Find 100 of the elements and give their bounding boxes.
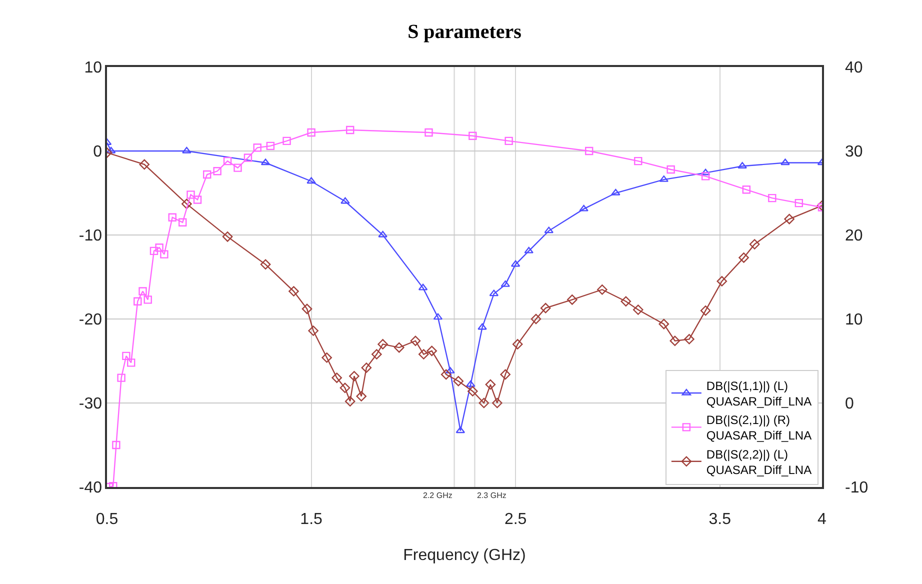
point <box>307 128 316 137</box>
point <box>234 164 242 172</box>
point <box>489 290 499 296</box>
point <box>203 170 212 179</box>
y2-tick-label: 0 <box>845 396 854 413</box>
point <box>306 177 316 184</box>
point <box>468 386 478 396</box>
point <box>468 132 477 140</box>
point <box>139 159 150 170</box>
point <box>378 230 388 238</box>
point <box>222 232 233 242</box>
legend-label: DB(|S(1,1)|) (L) QUASAR_Diff_LNA <box>706 378 812 408</box>
point <box>160 250 168 258</box>
point <box>485 379 496 390</box>
point <box>453 376 464 386</box>
point <box>659 175 669 182</box>
point <box>410 336 421 346</box>
point <box>213 167 222 176</box>
point <box>424 128 433 137</box>
point <box>394 342 404 353</box>
point <box>466 380 476 387</box>
point <box>344 396 356 406</box>
point <box>716 276 728 286</box>
point <box>530 314 542 324</box>
point <box>500 369 511 380</box>
ref-line-label: 2.2 GHz <box>423 491 452 500</box>
x-axis-title: Frequency (GHz) <box>403 547 526 564</box>
y-tick-label: 0 <box>93 144 102 161</box>
point <box>372 349 382 360</box>
y-tick-label: -20 <box>78 312 102 329</box>
point <box>632 304 644 315</box>
point <box>193 196 202 204</box>
point <box>478 323 487 330</box>
point <box>433 313 443 320</box>
y2-tick-label: 40 <box>845 60 863 77</box>
point <box>418 284 428 290</box>
point <box>127 358 136 367</box>
x-tick-label: 4 <box>818 510 827 528</box>
point <box>288 286 299 296</box>
point <box>418 349 429 360</box>
point <box>567 294 578 305</box>
point <box>144 296 152 304</box>
point <box>658 318 670 330</box>
point <box>138 287 147 296</box>
x-tick-label: 3.5 <box>708 510 732 528</box>
point <box>322 352 332 363</box>
point <box>426 346 437 356</box>
point <box>253 144 262 152</box>
point <box>150 246 158 256</box>
point <box>107 146 116 154</box>
point <box>332 372 342 383</box>
point <box>134 297 142 306</box>
point <box>700 168 710 176</box>
point <box>504 136 513 146</box>
point <box>666 165 675 174</box>
point <box>579 204 588 212</box>
point <box>302 304 312 314</box>
point <box>178 218 187 226</box>
point <box>260 158 270 166</box>
point <box>768 194 776 202</box>
legend-label: DB(|S(2,1)|) (R) QUASAR_Diff_LNA <box>706 413 812 443</box>
y-tick-label: -40 <box>78 480 102 497</box>
chart-title: S parameters <box>408 21 522 43</box>
legend-label: DB(|S(2,2)|) (L) QUASAR_Diff_LNA <box>706 447 812 477</box>
point <box>223 156 232 166</box>
point <box>440 369 452 380</box>
point <box>446 366 455 374</box>
point <box>378 339 388 350</box>
point <box>456 426 466 434</box>
y-tick-label: -30 <box>78 396 102 413</box>
point <box>340 382 350 394</box>
point <box>544 226 554 234</box>
point <box>356 391 366 402</box>
point <box>260 259 271 270</box>
y2-tick-label: 30 <box>845 144 863 161</box>
point <box>634 156 642 166</box>
point <box>186 190 195 199</box>
point <box>155 244 164 252</box>
point <box>670 336 680 346</box>
point <box>784 214 794 224</box>
point <box>478 398 490 408</box>
point <box>492 398 502 408</box>
y-tick-label: -10 <box>78 228 102 245</box>
point <box>266 142 275 150</box>
point <box>349 370 360 382</box>
y2-tick-label: -10 <box>845 480 868 497</box>
y2-tick-label: 10 <box>845 312 863 329</box>
point <box>749 239 760 250</box>
point <box>524 246 534 254</box>
y2-tick-label: 20 <box>845 228 863 245</box>
x-tick-label: 2.5 <box>504 510 527 528</box>
point <box>585 146 594 156</box>
point <box>510 260 520 267</box>
point <box>308 326 318 336</box>
point <box>182 198 192 210</box>
point <box>112 440 120 450</box>
point <box>540 302 551 314</box>
y-tick-label: 10 <box>84 60 102 77</box>
point <box>620 296 632 307</box>
point <box>794 198 804 208</box>
